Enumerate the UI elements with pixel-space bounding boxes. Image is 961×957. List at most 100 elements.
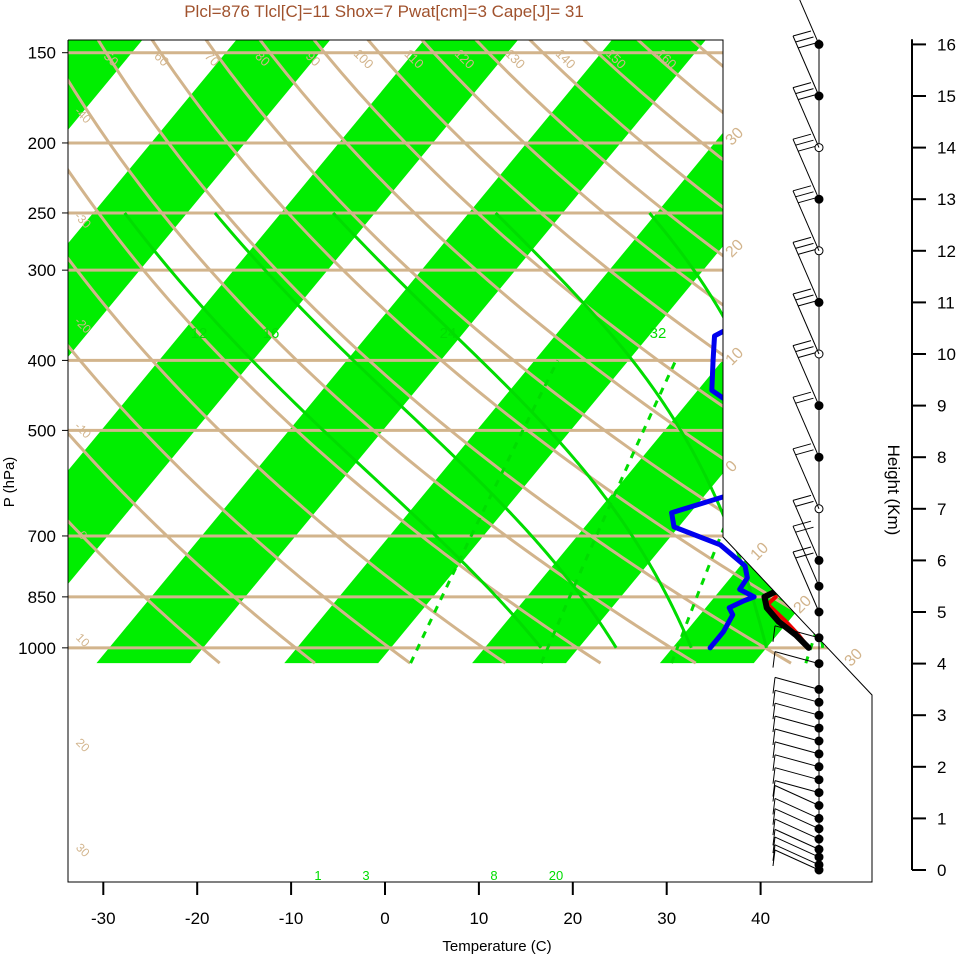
wind-barb-flag: [795, 526, 814, 533]
isotherm-band: [68, 40, 613, 664]
wind-barb-shaft: [774, 844, 820, 866]
wind-barb-shaft: [792, 87, 820, 148]
wind-barb-shaft: [774, 849, 820, 871]
mixing-ratio-line: [539, 359, 678, 664]
wind-barb-shaft: [774, 651, 820, 665]
wind-barb-flag: [772, 818, 776, 836]
wind-barb-shaft: [792, 397, 820, 458]
mixing-ratio-label: 1: [314, 868, 321, 883]
temperature-tick-label: 30: [657, 909, 676, 928]
temperature-axis: -30 -20 -10 0 10 20 30 40: [91, 882, 770, 928]
wind-barb-flag: [772, 677, 776, 694]
pressure-axis: 1001502002503004005007008501000: [18, 44, 68, 658]
wind-barb-shaft: [774, 676, 820, 690]
wind-barb-flag: [792, 30, 812, 37]
height-tick-label: 16: [937, 35, 956, 54]
wind-barb-flag: [797, 300, 817, 307]
wind-barb-shaft: [774, 728, 820, 742]
isotherm-band: [68, 40, 425, 664]
height-tick-label: 12: [937, 242, 956, 261]
wind-barb-flag: [795, 88, 814, 95]
dry-adiabat-line: [326, 40, 872, 665]
wind-barb-flag: [772, 829, 776, 846]
wind-barb-flag: [792, 546, 812, 553]
wind-barb-flag: [772, 690, 776, 707]
height-tick-label: 10: [937, 345, 956, 364]
height-tick-label: 15: [937, 87, 956, 106]
height-tick-label: 9: [937, 397, 946, 416]
moist-adiabat-label: 32: [650, 325, 667, 342]
wind-barb-shaft: [774, 625, 820, 639]
temperature-line: [761, 40, 872, 651]
wind-barb-shaft: [792, 345, 820, 406]
wind-barb-flag: [772, 754, 776, 771]
wind-barb-flag: [795, 346, 814, 353]
height-tick-label: 6: [937, 551, 946, 570]
wind-barb-shaft: [792, 35, 820, 97]
dry-adiabat-line: [68, 40, 316, 665]
wind-barb-flag: [772, 849, 776, 867]
wind-barb-flag: [772, 844, 776, 861]
wind-barb-shaft: [792, 139, 820, 200]
plot-border: [67, 39, 873, 883]
temperature-tick-label: -10: [279, 909, 304, 928]
wind-barb-shaft: [792, 190, 820, 251]
wind-barb-flag: [772, 798, 776, 815]
wind-barb-shaft: [792, 551, 820, 613]
wind-barb-flag: [797, 42, 817, 49]
wind-barb-flag: [792, 520, 812, 527]
temperature-tick-label: -20: [185, 909, 210, 928]
wind-barb-flag: [795, 139, 814, 146]
chart-title: Plcl=876 Tlcl[C]=11 Shox=7 Pwat[cm]=3 Ca…: [184, 2, 584, 21]
moist-adiabat-line: [213, 211, 618, 649]
moist-adiabat-label: 12: [191, 325, 208, 342]
wind-barb-shaft: [774, 767, 820, 781]
wind-barb-flag: [797, 248, 817, 255]
height-tick-label: 3: [937, 706, 946, 725]
moist-adiabat-line: [123, 212, 543, 649]
wind-barb-flag: [797, 197, 817, 204]
dry-adiabat-line: [68, 40, 221, 665]
pressure-tick-label: 500: [28, 421, 56, 440]
mixing-ratio-line: [409, 359, 560, 664]
wind-barb-flag: [772, 767, 776, 784]
dry-adiabat-line: [764, 40, 872, 665]
isotherm-band: [0, 0, 49, 663]
isotherm-label: 30: [73, 840, 93, 860]
moist-adiabat-line: [925, 213, 936, 648]
wind-barb-flag: [792, 443, 812, 450]
mixing-ratio-label: 20: [549, 868, 563, 883]
wind-barb-shaft: [774, 808, 820, 830]
wind-barb-flag: [772, 716, 776, 733]
wind-barb-shaft: [774, 785, 820, 806]
dry-adiabat-line: [278, 40, 872, 665]
wind-barb-shaft: [774, 780, 820, 794]
pressure-tick-label: 850: [28, 588, 56, 607]
wind-barb-flag: [792, 494, 812, 501]
dry-adiabat-line: [68, 40, 602, 665]
dry-adiabat-line: [618, 40, 872, 665]
wind-barb-flag: [792, 391, 812, 398]
pressure-tick-label: 700: [28, 527, 56, 546]
wind-barb-shaft: [774, 741, 820, 755]
temperature-tick-label: 10: [469, 909, 488, 928]
wind-barb-flag: [792, 185, 812, 192]
moist-adiabat-label: 24: [440, 325, 457, 342]
moist-adiabat-line: [800, 212, 872, 648]
height-tick-label: 11: [937, 293, 955, 312]
wind-barb-flag: [772, 741, 776, 758]
temperature-tick-label: 40: [751, 909, 770, 928]
wind-barb-shaft: [774, 828, 820, 850]
temperature-tick-label: -30: [91, 909, 116, 928]
height-axis-label: Height (Km): [884, 445, 903, 536]
dry-adiabat-label: 140: [553, 46, 579, 72]
wind-barb-shaft: [792, 500, 820, 561]
wind-barb-shaft: [799, 0, 820, 45]
height-tick-label: 13: [937, 190, 956, 209]
mixing-ratio-label: 3: [362, 868, 369, 883]
isotherm-right-label: 0: [723, 458, 741, 476]
wind-barb-shaft: [774, 818, 820, 840]
height-tick-label: 4: [937, 655, 946, 674]
wind-barb-column: [772, 0, 824, 875]
